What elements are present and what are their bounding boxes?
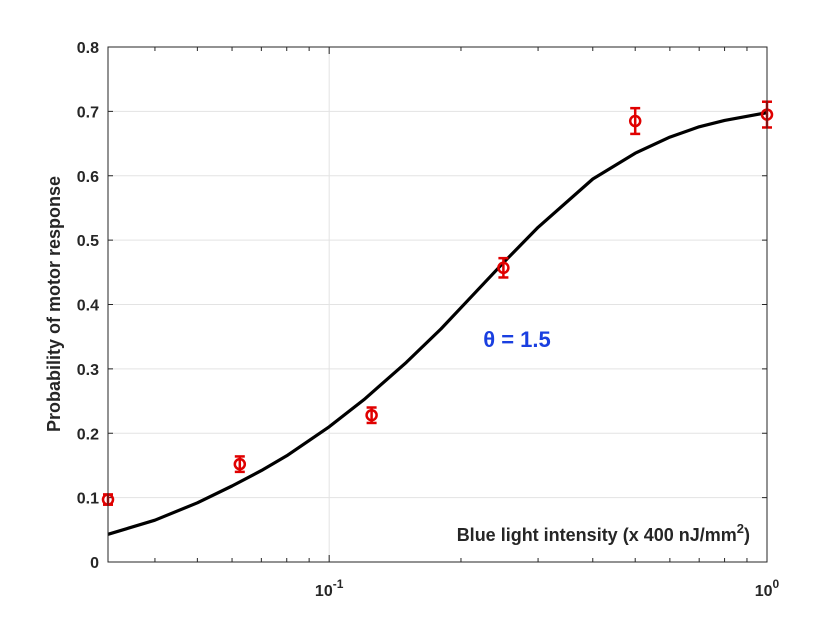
y-tick-label: 0.8: [77, 40, 99, 57]
x-axis-label-exp: 2: [737, 521, 744, 536]
y-tick-label: 0.6: [77, 169, 99, 186]
y-tick-label: 0.4: [77, 298, 99, 315]
x-axis-label: Blue light intensity (x 400 nJ/mm2): [457, 521, 750, 545]
fit-curve: [107, 111, 768, 536]
y-tick-label: 0: [90, 555, 99, 572]
data-point: [233, 457, 247, 471]
x-axis-label-main: Blue light intensity (x 400 nJ/mm: [457, 525, 737, 545]
y-tick-label: 0.2: [77, 426, 99, 443]
data-point: [628, 114, 642, 128]
x-tick-label: 100: [755, 577, 780, 600]
x-tick-label: 10-1: [315, 577, 344, 600]
theta-annotation: θ = 1.5: [483, 327, 551, 352]
y-tick-label: 0.3: [77, 362, 99, 379]
x-axis-label-close: ): [744, 525, 750, 545]
data-point: [365, 408, 378, 422]
y-tick-label: 0.5: [77, 233, 99, 250]
ticks: 0 0.1 0.2 0.3 0.4 0.5 0.6 0.7 0.8 10-1 100: [77, 40, 780, 600]
y-tick-label: 0.7: [77, 104, 99, 121]
y-tick-label: 0.1: [77, 491, 99, 508]
y-axis-label: Probability of motor response: [44, 176, 64, 432]
data-point: [497, 261, 510, 275]
plot-frame: [107, 46, 768, 563]
